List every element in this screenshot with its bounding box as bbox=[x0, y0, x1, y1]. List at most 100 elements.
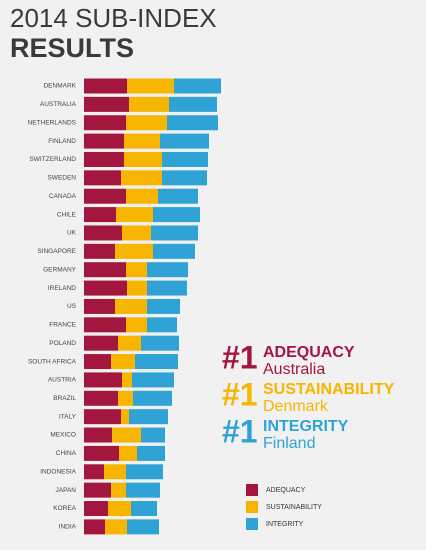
bar-segment bbox=[84, 243, 115, 259]
rank: #1 bbox=[222, 376, 258, 412]
bar-segment bbox=[131, 501, 157, 517]
bar-segment bbox=[108, 501, 131, 517]
bar-segment bbox=[158, 188, 198, 204]
bar-segment bbox=[84, 188, 126, 204]
y-tick-label: AUSTRIA bbox=[48, 377, 77, 384]
bar-segment bbox=[84, 115, 126, 131]
bar-segment bbox=[84, 501, 108, 517]
bar-segment bbox=[84, 225, 122, 241]
bar-segment bbox=[84, 482, 111, 498]
legend-label: ADEQUACY bbox=[266, 487, 306, 494]
bar-segment bbox=[133, 390, 172, 406]
bar-segment bbox=[121, 170, 162, 186]
bar-segment bbox=[111, 482, 126, 498]
y-tick-label: KOREA bbox=[53, 505, 76, 512]
bar-segment bbox=[153, 243, 195, 259]
bar-segment bbox=[119, 445, 137, 461]
bar-segment bbox=[84, 464, 104, 480]
bar-segment bbox=[162, 170, 207, 186]
bar-segment bbox=[127, 519, 159, 535]
bar-segment bbox=[153, 207, 200, 223]
bar-segment bbox=[124, 151, 162, 167]
bar-segment bbox=[147, 280, 187, 296]
legend-label: INTEGRITY bbox=[266, 521, 304, 528]
chart-title: 2014 SUB-INDEX bbox=[10, 3, 217, 33]
y-tick-label: CANADA bbox=[49, 193, 77, 200]
y-tick-label: NETHERLANDS bbox=[28, 119, 77, 126]
y-tick-label: ITALY bbox=[59, 413, 77, 420]
bar-segment bbox=[115, 298, 147, 314]
bar-segment bbox=[141, 427, 165, 443]
bar-segment bbox=[84, 372, 122, 388]
legend-swatch bbox=[246, 484, 258, 496]
bar-segment bbox=[141, 335, 179, 351]
bar-segment bbox=[126, 464, 163, 480]
bar-segment bbox=[84, 133, 124, 149]
y-tick-label: SINGAPORE bbox=[37, 248, 76, 255]
y-tick-label: SWEDEN bbox=[47, 175, 76, 182]
bar-segment bbox=[124, 133, 160, 149]
bar-segment bbox=[126, 482, 160, 498]
bar-segment bbox=[84, 262, 126, 278]
bar-segment bbox=[84, 335, 118, 351]
bar-segment bbox=[84, 427, 112, 443]
y-tick-label: INDONESIA bbox=[40, 468, 76, 475]
y-tick-label: FRANCE bbox=[49, 322, 76, 329]
bar-segment bbox=[84, 280, 127, 296]
bar-segment bbox=[126, 188, 158, 204]
y-tick-label: GERMANY bbox=[43, 266, 77, 273]
chart-title: RESULTS bbox=[10, 33, 134, 63]
y-tick-label: MEXICO bbox=[50, 432, 76, 439]
bar-segment bbox=[84, 151, 124, 167]
bar-segment bbox=[135, 354, 178, 370]
bar-segment bbox=[122, 372, 132, 388]
bar-segment bbox=[174, 78, 221, 94]
bar-segment bbox=[116, 207, 153, 223]
bar-segment bbox=[147, 317, 177, 333]
bar-segment bbox=[84, 207, 116, 223]
bar-segment bbox=[132, 372, 174, 388]
bar-segment bbox=[104, 464, 126, 480]
bar-segment bbox=[112, 427, 141, 443]
bar-segment bbox=[122, 225, 151, 241]
bar-segment bbox=[111, 354, 135, 370]
legend-swatch bbox=[246, 501, 258, 513]
y-tick-label: BRAZIL bbox=[53, 395, 76, 402]
y-tick-label: DENMARK bbox=[43, 83, 76, 90]
annotation-label: ADEQUACY bbox=[263, 344, 355, 361]
y-tick-label: IRELAND bbox=[48, 285, 76, 292]
bar-segment bbox=[162, 151, 208, 167]
bar-segment bbox=[84, 354, 111, 370]
bar-segment bbox=[127, 280, 147, 296]
rank: #1 bbox=[222, 413, 258, 449]
bar-segment bbox=[115, 243, 153, 259]
rank: #1 bbox=[222, 339, 258, 375]
bar-segment bbox=[126, 317, 147, 333]
y-tick-label: POLAND bbox=[49, 340, 76, 347]
bar-segment bbox=[84, 519, 105, 535]
bar-segment bbox=[169, 96, 217, 112]
bar-segment bbox=[84, 298, 115, 314]
y-tick-label: US bbox=[67, 303, 77, 310]
bar-segment bbox=[105, 519, 127, 535]
bar-segment bbox=[84, 445, 119, 461]
annotation-label: INTEGRITY bbox=[263, 418, 349, 435]
annotation-label: SUSTAINABILITY bbox=[263, 381, 395, 398]
bar-segment bbox=[84, 96, 129, 112]
bar-segment bbox=[118, 335, 141, 351]
y-tick-label: SWITZERLAND bbox=[29, 156, 76, 163]
bar-segment bbox=[84, 170, 121, 186]
y-tick-label: INDIA bbox=[59, 524, 77, 531]
annotation-winner: Finland bbox=[263, 435, 315, 452]
y-tick-label: UK bbox=[67, 230, 77, 237]
bar-segment bbox=[129, 96, 169, 112]
annotation-winner: Australia bbox=[263, 361, 325, 378]
bar-segment bbox=[84, 78, 127, 94]
y-tick-label: JAPAN bbox=[56, 487, 77, 494]
bar-segment bbox=[126, 115, 167, 131]
bar-segment bbox=[151, 225, 198, 241]
bar-segment bbox=[147, 262, 188, 278]
bar-segment bbox=[121, 409, 129, 425]
bar-segment bbox=[160, 133, 209, 149]
